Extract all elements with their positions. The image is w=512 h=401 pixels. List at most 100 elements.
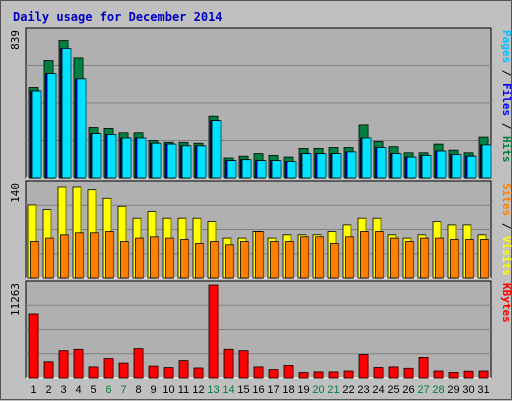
bar-kbytes-day-1 bbox=[28, 313, 39, 379]
bar-pages-day-31 bbox=[481, 144, 492, 179]
x-tick-label: 18 bbox=[282, 384, 294, 396]
bar-kbytes-day-7 bbox=[118, 362, 129, 379]
bar-sites-day-21 bbox=[330, 243, 339, 279]
legend-visits-sites: Sites / Visits bbox=[500, 183, 512, 276]
bar-pages-day-4 bbox=[76, 78, 87, 179]
bar-sites-day-29 bbox=[450, 239, 459, 279]
bar-pages-day-2 bbox=[46, 73, 57, 179]
panel-kbytes: 11263 KBytes bbox=[9, 280, 512, 379]
bar-pages-day-19 bbox=[301, 153, 312, 179]
x-tick-label: 28 bbox=[432, 384, 444, 396]
bar-kbytes-day-21 bbox=[328, 371, 339, 379]
bar-pages-day-21 bbox=[331, 153, 342, 179]
bar-sites-day-8 bbox=[135, 237, 144, 279]
bar-sites-day-3 bbox=[60, 234, 69, 279]
x-tick-label: 30 bbox=[462, 384, 474, 396]
bar-kbytes-day-6 bbox=[103, 358, 114, 379]
bar-sites-day-11 bbox=[180, 239, 189, 279]
bar-sites-day-26 bbox=[405, 241, 414, 279]
x-tick-label: 21 bbox=[327, 384, 339, 396]
bar-pages-day-30 bbox=[466, 155, 477, 179]
bar-kbytes-day-22 bbox=[343, 370, 354, 379]
legend-hits-files-pages: Pages / Files / Hits bbox=[500, 30, 512, 163]
bar-pages-day-3 bbox=[61, 48, 72, 179]
bar-sites-day-2 bbox=[45, 237, 54, 279]
legend-item-pages: Pages bbox=[500, 30, 512, 63]
bar-sites-day-10 bbox=[165, 237, 174, 279]
bar-sites-day-24 bbox=[375, 231, 384, 279]
bar-kbytes-day-25 bbox=[388, 366, 399, 379]
x-tick-label: 3 bbox=[60, 384, 66, 396]
bar-pages-day-25 bbox=[391, 153, 402, 179]
x-tick-label: 13 bbox=[207, 384, 219, 396]
bar-sites-day-25 bbox=[390, 237, 399, 279]
bar-sites-day-20 bbox=[315, 236, 324, 279]
legend-kbytes: KBytes bbox=[500, 283, 512, 323]
bar-pages-day-29 bbox=[451, 154, 462, 179]
bar-kbytes-day-31 bbox=[478, 370, 489, 379]
bar-pages-day-17 bbox=[271, 160, 282, 179]
x-tick-label: 19 bbox=[297, 384, 309, 396]
x-tick-label: 12 bbox=[192, 384, 204, 396]
ymax-label: 140 bbox=[9, 183, 22, 203]
bar-kbytes-day-9 bbox=[148, 365, 159, 379]
bar-pages-day-14 bbox=[226, 160, 237, 179]
bar-kbytes-day-14 bbox=[223, 348, 234, 379]
bar-kbytes-day-18 bbox=[283, 364, 294, 379]
bar-pages-day-6 bbox=[106, 134, 117, 179]
legend-separator: / bbox=[500, 116, 512, 136]
bar-sites-day-12 bbox=[195, 243, 204, 279]
bar-pages-day-7 bbox=[121, 137, 132, 179]
bar-kbytes-day-8 bbox=[133, 348, 144, 379]
bar-sites-day-27 bbox=[420, 237, 429, 279]
bar-sites-day-4 bbox=[75, 232, 84, 279]
bar-kbytes-day-27 bbox=[418, 356, 429, 379]
legend-item-hits: Hits bbox=[500, 136, 512, 163]
bar-sites-day-14 bbox=[225, 244, 234, 279]
chart-title: Daily usage for December 2014 bbox=[13, 10, 223, 24]
bar-pages-day-26 bbox=[406, 156, 417, 179]
bar-pages-day-13 bbox=[211, 120, 222, 179]
chart-panels: 839 Pages / Files / Hits 140 Sites / Visits… bbox=[9, 27, 512, 379]
bar-sites-day-9 bbox=[150, 236, 159, 279]
x-tick-label: 14 bbox=[222, 384, 234, 396]
bar-kbytes-day-2 bbox=[43, 361, 54, 379]
bar-sites-day-1 bbox=[30, 241, 39, 279]
x-tick-label: 9 bbox=[150, 384, 156, 396]
bar-sites-day-31 bbox=[480, 239, 489, 279]
bar-pages-day-28 bbox=[436, 150, 447, 179]
bar-pages-day-15 bbox=[241, 159, 252, 179]
bar-kbytes-day-24 bbox=[373, 367, 384, 379]
legend-separator: / bbox=[500, 216, 512, 236]
panel-visits-sites: 140 Sites / Visits bbox=[9, 180, 512, 279]
x-tick-label: 25 bbox=[387, 384, 399, 396]
x-tick-label: 26 bbox=[402, 384, 414, 396]
x-tick-label: 7 bbox=[120, 384, 126, 396]
bar-pages-day-18 bbox=[286, 161, 297, 179]
bar-kbytes-day-13 bbox=[208, 284, 219, 379]
x-tick-label: 23 bbox=[357, 384, 369, 396]
x-tick-label: 2 bbox=[45, 384, 51, 396]
bar-kbytes-day-4 bbox=[73, 348, 84, 379]
bar-pages-day-24 bbox=[376, 147, 387, 179]
bar-sites-day-6 bbox=[105, 231, 114, 279]
bar-kbytes-day-19 bbox=[298, 372, 309, 379]
bar-kbytes-day-5 bbox=[88, 366, 99, 379]
x-tick-label: 20 bbox=[312, 384, 324, 396]
bar-pages-day-27 bbox=[421, 154, 432, 179]
bar-sites-day-17 bbox=[270, 241, 279, 279]
bar-kbytes-day-26 bbox=[403, 367, 414, 379]
x-tick-label: 22 bbox=[342, 384, 354, 396]
x-tick-label: 4 bbox=[75, 384, 81, 396]
bar-sites-day-13 bbox=[210, 241, 219, 279]
bar-kbytes-day-20 bbox=[313, 371, 324, 379]
bar-pages-day-8 bbox=[136, 137, 147, 179]
x-tick-label: 16 bbox=[252, 384, 264, 396]
bar-pages-day-5 bbox=[91, 133, 102, 179]
bar-pages-day-23 bbox=[361, 137, 372, 179]
bar-kbytes-day-29 bbox=[448, 371, 459, 379]
x-tick-label: 1 bbox=[30, 384, 36, 396]
ymax-label: 11263 bbox=[9, 283, 22, 316]
